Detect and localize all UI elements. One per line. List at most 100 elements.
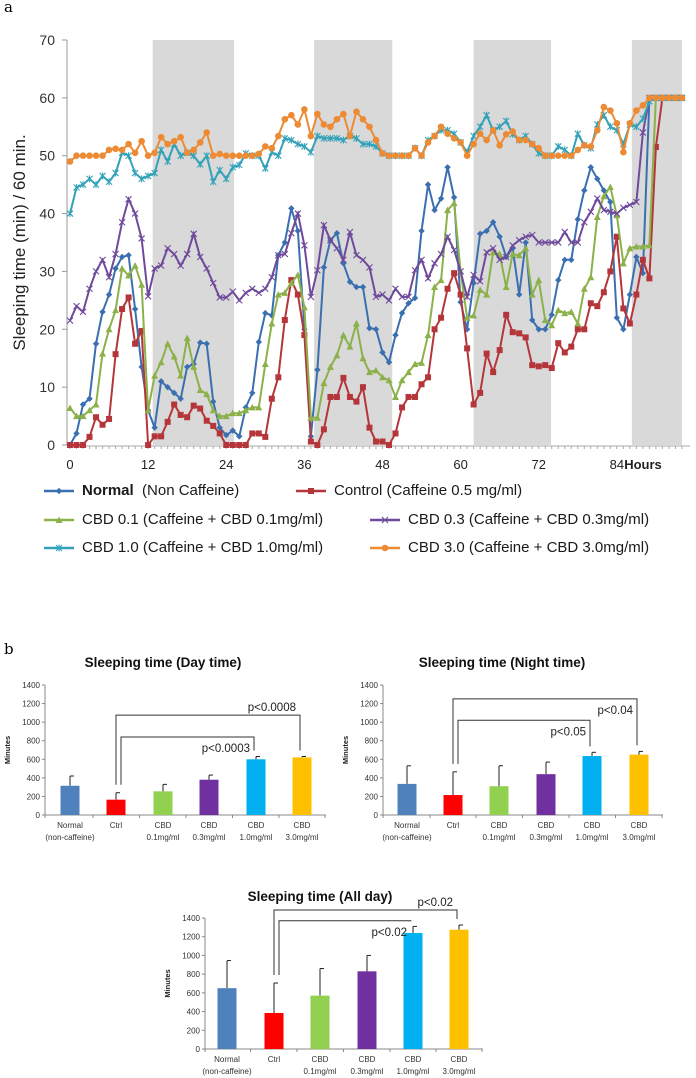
data-point [372,326,380,333]
data-point [418,381,425,388]
marker-stroke [92,181,100,189]
data-point [229,442,236,448]
data-point [405,293,412,301]
data-point [79,181,87,189]
data-point [177,152,185,160]
data-point [509,128,516,135]
y-tick-label: 1200 [182,933,200,942]
data-point [190,363,198,370]
data-point [327,123,334,131]
marker-stroke [600,206,608,214]
marker-stroke [307,293,315,301]
data-point [294,271,302,278]
data-point [437,276,445,284]
marker-stroke [554,142,562,150]
data-point [67,442,73,448]
marker-stroke [300,142,308,150]
marker-stroke [515,236,523,244]
y-tick-label: 400 [27,774,41,783]
data-point [281,239,289,246]
data-point [359,354,367,362]
data-point [255,430,262,437]
category-label: Ctrl [110,821,123,830]
data-point [639,129,647,136]
data-point [541,152,549,159]
marker-stroke [255,289,263,297]
data-point [470,311,478,319]
data-point [327,236,334,244]
legend-name: CBD 0.1 [82,511,139,528]
data-point [203,340,210,347]
category-sublabel: 0.3mg/ml [193,833,226,842]
x-marker-icon [370,516,400,523]
p-value-label: p<0.0008 [248,702,296,714]
data-point [600,192,608,200]
marker-stroke [346,228,354,236]
data-point [209,178,217,186]
data-point [359,140,367,148]
marker-stroke [470,271,478,279]
data-point [652,144,659,151]
data-point [528,231,536,239]
data-point [632,243,640,250]
data-point [496,233,503,240]
data-point [171,401,178,408]
data-point [659,94,666,102]
marker-stroke [535,239,543,246]
x-tick-label: 24 [219,457,233,472]
bar [357,971,377,1049]
data-point [157,378,165,385]
data-point [418,152,425,159]
marker-stroke [574,239,582,246]
bar [106,799,126,815]
data-point [196,386,204,394]
marker-stroke [379,291,386,298]
marker-stroke [73,302,80,310]
data-point [268,319,276,327]
data-point [112,265,119,272]
data-point [229,288,237,296]
data-point [470,271,478,279]
data-point [261,360,269,367]
data-point [229,427,236,434]
category-sublabel: 1.0mg/ml [576,833,609,842]
data-point [248,403,256,411]
y-tick-label: 600 [27,755,41,764]
data-point [255,150,263,158]
night-period-band [152,39,235,445]
data-point [268,144,276,152]
data-point [281,115,289,123]
marker-stroke [320,221,328,229]
data-point [626,119,634,127]
y-tick-label: 600 [365,755,379,764]
marker-stroke [177,262,185,270]
data-point [170,389,178,397]
data-point [196,253,204,261]
data-point [606,183,614,190]
data-point [633,253,640,261]
category-label: Normal [57,821,83,830]
bar [246,759,266,815]
marker-stroke [300,241,308,249]
data-point [639,115,647,123]
data-point [392,430,399,437]
data-point [261,164,269,172]
marker-stroke [144,172,152,180]
data-point [379,349,386,356]
legend-item-control: Control (Caffeine 0.5 mg/ml) [294,482,522,499]
y-tick-label: 400 [365,774,379,783]
data-point [372,136,380,144]
data-point [620,148,627,156]
data-point [248,285,256,293]
data-point [496,256,504,264]
data-point [151,424,158,431]
data-point [574,216,581,223]
data-point [665,94,673,102]
panel-label-a: a [4,0,13,16]
data-point [346,228,354,236]
marker-stroke [203,152,211,160]
data-point [580,218,588,226]
data-point [151,169,159,177]
marker-stroke [489,244,497,252]
data-point [340,136,347,144]
